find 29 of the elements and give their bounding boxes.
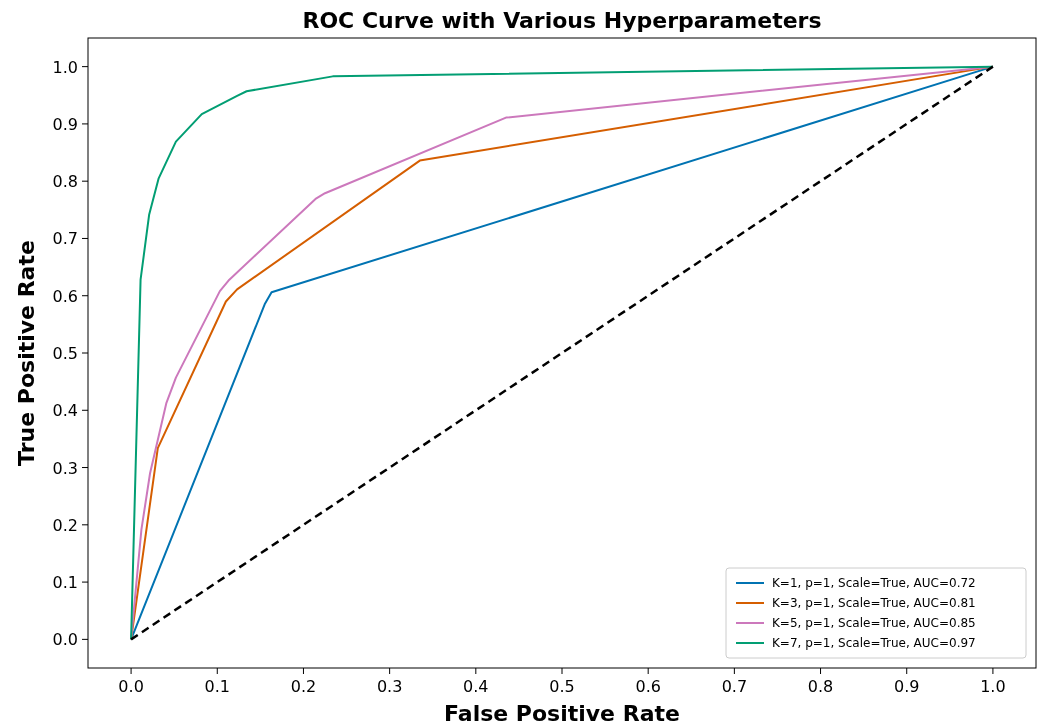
legend-label: K=5, p=1, Scale=True, AUC=0.85 [772,616,976,630]
y-tick-label: 0.5 [52,344,78,363]
x-tick-label: 0.4 [463,677,489,696]
x-axis-title: False Positive Rate [444,701,680,725]
x-tick-label: 0.3 [376,677,403,696]
x-tick-label: 0.2 [290,677,317,696]
legend-label: K=3, p=1, Scale=True, AUC=0.81 [772,596,976,610]
y-tick-label: 0.4 [52,401,78,421]
y-tick-label: 0.3 [52,458,78,478]
y-tick-label: 0.7 [52,229,78,249]
x-tick-label: 0.1 [204,677,230,696]
y-tick-label: 0.9 [52,114,78,134]
y-axis-title: True Positive Rate [14,240,39,466]
y-tick-label: 1.0 [52,57,78,77]
legend-label: K=1, p=1, Scale=True, AUC=0.72 [772,576,976,590]
x-tick-label: 0.8 [807,677,834,696]
x-tick-label: 0.7 [721,677,748,696]
chart-title: ROC Curve with Various Hyperparameters [302,8,822,33]
y-tick-label: 0.8 [52,172,78,192]
y-tick-label: 0.2 [52,515,78,535]
x-tick-label: 0.9 [894,677,920,696]
x-tick-label: 0.0 [118,677,144,696]
x-tick-label: 1.0 [980,677,1006,696]
x-tick-label: 0.5 [549,677,575,696]
legend-label: K=7, p=1, Scale=True, AUC=0.97 [772,636,976,650]
y-tick-label: 0.1 [52,573,78,593]
x-tick-label: 0.6 [635,677,661,696]
y-tick-label: 0.0 [52,630,78,650]
y-tick-label: 0.6 [52,286,78,306]
